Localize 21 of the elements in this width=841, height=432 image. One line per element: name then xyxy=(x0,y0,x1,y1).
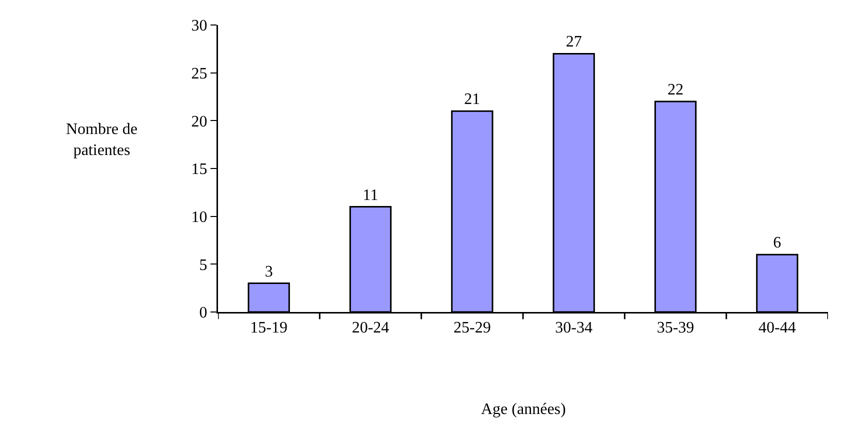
data-label: 22 xyxy=(668,82,684,99)
x-tick-label: 20-24 xyxy=(352,320,390,337)
x-tick-label: 35-39 xyxy=(656,320,694,337)
y-tick-label: 25 xyxy=(191,65,208,82)
x-tick-label: 40-44 xyxy=(758,320,796,337)
data-label: 3 xyxy=(264,263,273,280)
y-tick-label: 20 xyxy=(191,113,208,130)
x-tick-label: 25-29 xyxy=(454,320,491,337)
x-axis-title: Age (années) xyxy=(481,401,566,418)
data-label: 27 xyxy=(566,34,582,51)
x-tick-label: 15-19 xyxy=(250,320,288,337)
x-tick-label: 30-34 xyxy=(555,320,592,337)
data-label: 21 xyxy=(464,91,480,108)
y-tick-label: 10 xyxy=(191,208,208,226)
y-tick-label: 30 xyxy=(191,18,208,35)
data-label: 6 xyxy=(773,234,782,252)
data-label: 11 xyxy=(362,186,378,204)
y-tick-label: 5 xyxy=(199,256,208,274)
y-axis-title: Nombre de patientes xyxy=(66,121,138,159)
y-tick-label: 0 xyxy=(199,304,208,322)
y-tick-label: 15 xyxy=(191,161,208,178)
